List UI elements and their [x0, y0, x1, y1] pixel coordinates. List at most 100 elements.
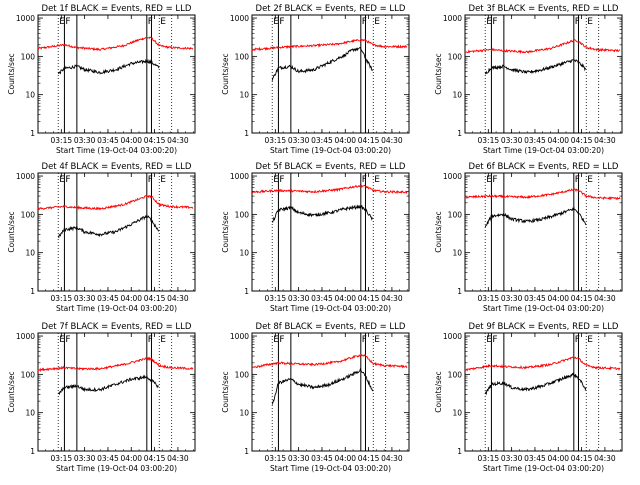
panel-title: Det 9f BLACK = Events, RED = LLD [469, 322, 619, 332]
marker-label: E [273, 175, 279, 185]
x-tick-label: 04:15 [144, 294, 166, 303]
y-axis-label: Counts/sec [434, 211, 443, 252]
x-tick-label: 04:30 [167, 294, 189, 303]
x-tick-label: 04:15 [358, 294, 380, 303]
panel-title: Det 5f BLACK = Events, RED = LLD [256, 162, 406, 172]
lld-series-line [464, 39, 621, 55]
panel-title: Det 4f BLACK = Events, RED = LLD [42, 162, 192, 172]
x-tick-label: 03:30 [501, 454, 523, 463]
x-tick-label: 03:15 [478, 136, 500, 145]
x-tick-label: 03:15 [51, 294, 73, 303]
y-tick-label: 1 [457, 287, 462, 296]
marker-label: E [486, 17, 492, 27]
y-tick-label: 1000 [16, 332, 35, 341]
x-tick-label: 03:45 [97, 294, 119, 303]
panel-title: Det 1f BLACK = Events, RED = LLD [42, 4, 192, 14]
lld-series-line [37, 356, 194, 372]
y-tick-label: 100 [21, 370, 36, 379]
y-tick-label: 1 [30, 447, 35, 456]
x-axis-label: Start Time (19-Oct-04 03:00:20) [56, 146, 177, 155]
lld-series-line [37, 194, 194, 211]
plot-frame [464, 332, 623, 452]
x-tick-label: 04:15 [571, 136, 593, 145]
y-tick-label: 100 [21, 52, 36, 61]
marker-label: E [587, 175, 593, 185]
y-tick-label: 10 [239, 409, 249, 418]
x-tick-label: 04:15 [358, 454, 380, 463]
x-tick-label: 04:15 [571, 294, 593, 303]
y-tick-label: 10 [25, 249, 35, 258]
plot-frame [251, 332, 410, 452]
x-axis-label: Start Time (19-Oct-04 03:00:20) [270, 304, 391, 313]
marker-label: E [160, 175, 166, 185]
x-axis-label: Start Time (19-Oct-04 03:00:20) [270, 146, 391, 155]
y-tick-label: 100 [235, 52, 250, 61]
lld-series-line [251, 353, 408, 369]
y-tick-label: 10 [452, 91, 462, 100]
marker-label: F [148, 335, 153, 345]
marker-label: F [65, 17, 70, 27]
x-tick-label: 03:15 [51, 454, 73, 463]
x-tick-label: 03:30 [501, 136, 523, 145]
panel-det-5: Det 5f BLACK = Events, RED = LLD 1 10 100 10… [221, 162, 410, 313]
marker-label: E [374, 175, 380, 185]
marker-label: F [362, 335, 367, 345]
y-tick-label: 1 [244, 287, 249, 296]
y-tick-label: 100 [235, 370, 250, 379]
events-series-line [484, 372, 587, 396]
x-tick-label: 04:00 [547, 454, 569, 463]
marker-label: F [279, 335, 284, 345]
marker-label: E [59, 175, 65, 185]
x-tick-label: 04:30 [594, 454, 616, 463]
x-tick-label: 04:15 [358, 136, 380, 145]
marker-label: E [374, 335, 380, 345]
y-tick-label: 10 [239, 249, 249, 258]
marker-label: F [492, 175, 497, 185]
x-tick-label: 03:45 [311, 454, 333, 463]
marker-label: F [575, 335, 580, 345]
marker-label: E [486, 175, 492, 185]
plot-frame [37, 172, 196, 292]
x-tick-label: 04:00 [120, 454, 142, 463]
y-tick-label: 100 [448, 210, 463, 219]
marker-label: E [374, 17, 380, 27]
events-series-line [484, 206, 587, 228]
x-axis-label: Start Time (19-Oct-04 03:00:20) [483, 464, 604, 473]
y-axis-label: Counts/sec [221, 53, 230, 94]
marker-label: F [575, 175, 580, 185]
x-tick-label: 03:45 [524, 454, 546, 463]
x-tick-label: 04:00 [120, 294, 142, 303]
y-axis-label: Counts/sec [7, 211, 16, 252]
plot-frame [251, 172, 410, 292]
y-axis-label: Counts/sec [7, 371, 16, 412]
x-tick-label: 04:30 [381, 136, 403, 145]
panel-det-7: Det 7f BLACK = Events, RED = LLD 1 10 100 10… [7, 322, 196, 473]
panel-title: Det 2f BLACK = Events, RED = LLD [256, 4, 406, 14]
x-tick-label: 04:00 [334, 136, 356, 145]
y-tick-label: 1000 [443, 332, 462, 341]
x-tick-label: 03:30 [74, 294, 96, 303]
y-tick-label: 10 [25, 91, 35, 100]
x-tick-label: 03:15 [265, 136, 287, 145]
x-tick-label: 03:15 [478, 294, 500, 303]
events-series-line [271, 367, 374, 405]
y-tick-label: 10 [239, 91, 249, 100]
y-tick-label: 1000 [16, 172, 35, 181]
x-tick-label: 03:45 [524, 136, 546, 145]
x-tick-label: 04:00 [334, 294, 356, 303]
y-tick-label: 1000 [443, 172, 462, 181]
marker-label: F [65, 175, 70, 185]
x-tick-label: 03:15 [265, 294, 287, 303]
panel-det-4: Det 4f BLACK = Events, RED = LLD 1 10 100 10… [7, 162, 196, 313]
y-tick-label: 1000 [230, 172, 249, 181]
panel-title: Det 8f BLACK = Events, RED = LLD [256, 322, 406, 332]
events-series-line [271, 46, 374, 81]
y-tick-label: 10 [452, 249, 462, 258]
y-tick-label: 1 [457, 447, 462, 456]
lld-series-line [251, 38, 408, 52]
marker-label: E [59, 335, 65, 345]
x-tick-label: 03:45 [97, 136, 119, 145]
x-axis-label: Start Time (19-Oct-04 03:00:20) [56, 304, 177, 313]
x-tick-label: 03:45 [524, 294, 546, 303]
